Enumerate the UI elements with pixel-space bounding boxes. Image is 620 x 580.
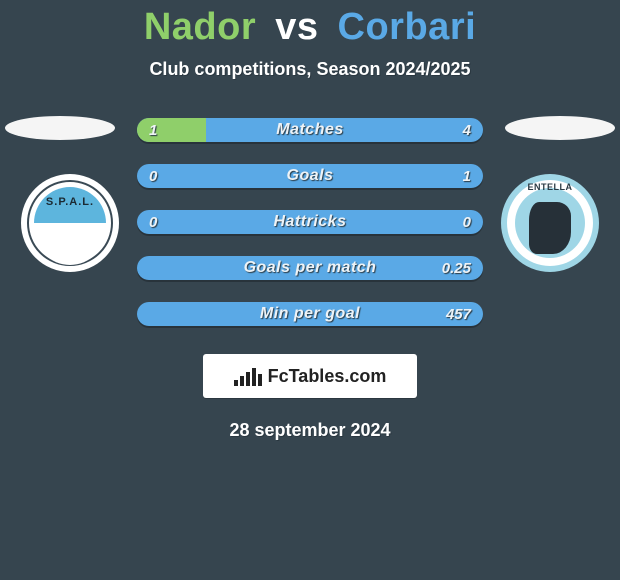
oval-right [505,116,615,140]
stat-bar: 1Matches4 [137,118,483,142]
stat-bar: 0Hattricks0 [137,210,483,234]
badge-right-text: ENTELLA [501,182,599,192]
stat-value-right: 457 [446,302,471,326]
stat-bar: Goals per match0.25 [137,256,483,280]
page-title: Nador vs Corbari [0,0,620,49]
icon-bar [252,368,256,386]
icon-bar [240,376,244,386]
stat-bar: 0Goals1 [137,164,483,188]
date-text: 28 september 2024 [0,420,620,441]
stat-label: Min per goal [137,302,483,326]
stat-label: Goals [137,164,483,188]
player2-name: Corbari [338,6,477,48]
badge-left-bottom [34,223,106,265]
icon-bar [234,380,238,386]
stat-value-right: 0 [463,210,471,234]
stat-label: Matches [137,118,483,142]
subtitle: Club competitions, Season 2024/2025 [0,59,620,80]
brand-box: FcTables.com [203,354,417,398]
player1-name: Nador [144,6,256,48]
club-badge-right: ENTELLA [501,174,599,272]
stat-bar: Min per goal457 [137,302,483,326]
icon-bar [246,372,250,386]
bar-chart-icon [234,366,262,386]
stat-bars: 1Matches40Goals10Hattricks0Goals per mat… [137,116,483,326]
club-badge-left: S.P.A.L. [21,174,119,272]
vs-text: vs [275,6,318,48]
oval-left [5,116,115,140]
badge-left-text: S.P.A.L. [21,196,119,208]
icon-bar [258,374,262,386]
stat-label: Hattricks [137,210,483,234]
stat-value-right: 0.25 [442,256,471,280]
stat-value-right: 1 [463,164,471,188]
stat-value-right: 4 [463,118,471,142]
comparison-stage: S.P.A.L. ENTELLA 1Matches40Goals10Hattri… [0,116,620,326]
badge-right-silhouette [529,202,571,254]
brand-text: FcTables.com [268,366,387,387]
stat-label: Goals per match [137,256,483,280]
